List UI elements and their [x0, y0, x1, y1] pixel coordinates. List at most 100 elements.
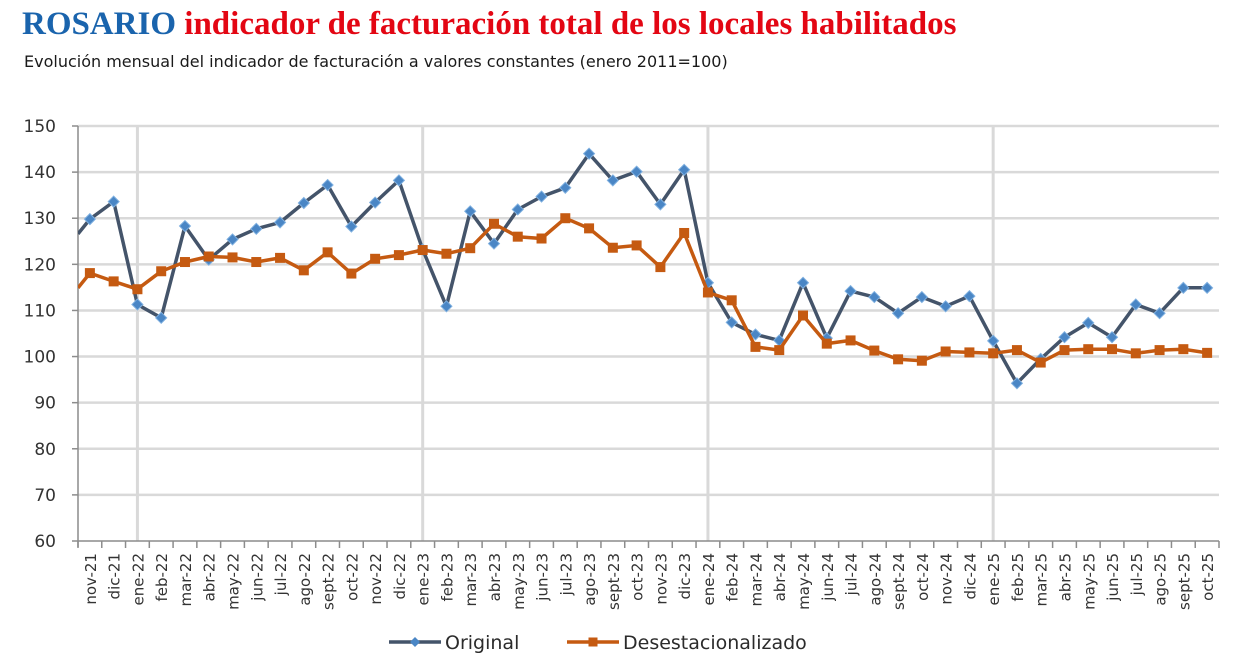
- data-point: [1082, 316, 1095, 330]
- data-point: [821, 338, 832, 349]
- x-tick-label: oct-25: [1199, 553, 1217, 601]
- data-point: [131, 298, 144, 311]
- y-tick-label: 70: [34, 486, 56, 506]
- data-point: [440, 300, 453, 313]
- legend-label: Original: [445, 632, 519, 654]
- data-point: [868, 290, 881, 304]
- x-tick-label: sept-23: [605, 553, 623, 610]
- x-tick-label: mar-23: [462, 553, 480, 607]
- x-tick-label: oct-23: [629, 553, 647, 601]
- x-tick-label: may-22: [225, 553, 243, 610]
- series-group: [78, 147, 1214, 390]
- x-tick-label: feb-23: [438, 553, 456, 602]
- x-tick-label: ene-25: [985, 553, 1003, 605]
- data-point: [582, 147, 596, 160]
- x-tick-label: ago-25: [1152, 553, 1170, 606]
- data-point: [726, 295, 737, 306]
- data-point: [1010, 377, 1024, 390]
- x-tick-label: nov-22: [367, 553, 385, 605]
- x-tick-label: feb-22: [153, 553, 171, 602]
- data-point: [559, 181, 572, 194]
- data-point: [1178, 344, 1189, 355]
- x-tick-label: jul-23: [557, 553, 575, 596]
- title-rest: indicador de facturación total de los lo…: [184, 6, 957, 42]
- x-tick-label: jul-22: [272, 553, 290, 596]
- data-point: [488, 218, 499, 229]
- y-tick-label: 80: [34, 440, 56, 460]
- x-tick-label: may-25: [1080, 553, 1098, 610]
- x-tick-label: may-24: [795, 553, 813, 610]
- data-point: [963, 289, 976, 303]
- data-point: [654, 198, 667, 211]
- data-point: [1107, 344, 1118, 355]
- y-tick-label: 130: [24, 209, 56, 229]
- data-point: [83, 212, 97, 226]
- data-point: [774, 345, 785, 356]
- data-point: [677, 163, 691, 177]
- data-point: [939, 300, 952, 313]
- data-point: [1130, 348, 1141, 359]
- data-point: [869, 345, 880, 356]
- data-point: [346, 268, 357, 279]
- legend-marker-diamond: [410, 637, 420, 647]
- data-point: [1177, 281, 1190, 295]
- data-point: [108, 276, 119, 287]
- data-point: [1083, 344, 1094, 355]
- data-point: [322, 247, 333, 258]
- data-point: [512, 231, 523, 242]
- data-point: [796, 276, 810, 289]
- data-point: [584, 223, 595, 234]
- x-tick-label: nov-23: [652, 553, 670, 605]
- x-tick-label: mar-25: [1033, 553, 1051, 607]
- data-point: [535, 190, 548, 203]
- data-point: [226, 233, 239, 246]
- x-tick-label: mar-22: [177, 553, 195, 607]
- data-point: [750, 341, 761, 352]
- series-desestacionalizado: [78, 213, 1213, 368]
- data-point: [203, 251, 214, 262]
- data-point: [606, 174, 620, 187]
- legend-item-original: Original: [389, 632, 519, 654]
- data-point: [1035, 357, 1046, 368]
- data-point: [964, 347, 975, 358]
- x-tick-label: oct-22: [343, 553, 361, 601]
- chart-title: ROSARIO indicador de facturación total d…: [22, 6, 956, 43]
- data-point: [84, 268, 95, 279]
- data-point: [560, 213, 571, 224]
- data-point: [679, 227, 690, 238]
- data-point: [368, 196, 382, 209]
- y-tick-label: 100: [24, 348, 56, 368]
- x-tick-label: abr-24: [771, 553, 789, 601]
- data-point: [893, 354, 904, 365]
- x-tick-label: feb-25: [1009, 553, 1027, 602]
- data-point: [179, 257, 190, 268]
- data-point: [1200, 281, 1214, 295]
- y-tick-label: 60: [34, 532, 56, 552]
- gridlines: [78, 124, 1219, 541]
- x-tick-label: jun-23: [534, 553, 552, 602]
- data-point: [345, 220, 358, 233]
- y-axis-ticks: 60 70 80 90 100 110 120 130 140 150: [24, 117, 56, 552]
- data-point: [891, 307, 905, 320]
- data-point: [1153, 307, 1166, 320]
- data-point: [844, 284, 857, 298]
- x-tick-label: abr-25: [1056, 553, 1074, 601]
- data-point: [178, 219, 192, 233]
- data-point: [417, 245, 428, 256]
- y-tick-label: 90: [34, 394, 56, 414]
- x-tick-label: sept-22: [320, 553, 338, 610]
- x-tick-label: mar-24: [747, 553, 765, 607]
- x-tick-label: dic-24: [961, 553, 979, 599]
- x-tick-label: sept-25: [1175, 553, 1193, 610]
- axes: [72, 125, 1220, 548]
- data-point: [487, 237, 501, 250]
- x-tick-label: abr-22: [201, 553, 219, 601]
- data-point: [655, 262, 666, 273]
- data-point: [725, 316, 738, 329]
- data-point: [511, 203, 524, 216]
- x-tick-label: dic-22: [391, 553, 409, 599]
- chart-subtitle: Evolución mensual del indicador de factu…: [24, 52, 728, 71]
- data-point: [156, 266, 167, 277]
- x-tick-label: jul-24: [843, 553, 861, 596]
- data-point: [370, 253, 381, 264]
